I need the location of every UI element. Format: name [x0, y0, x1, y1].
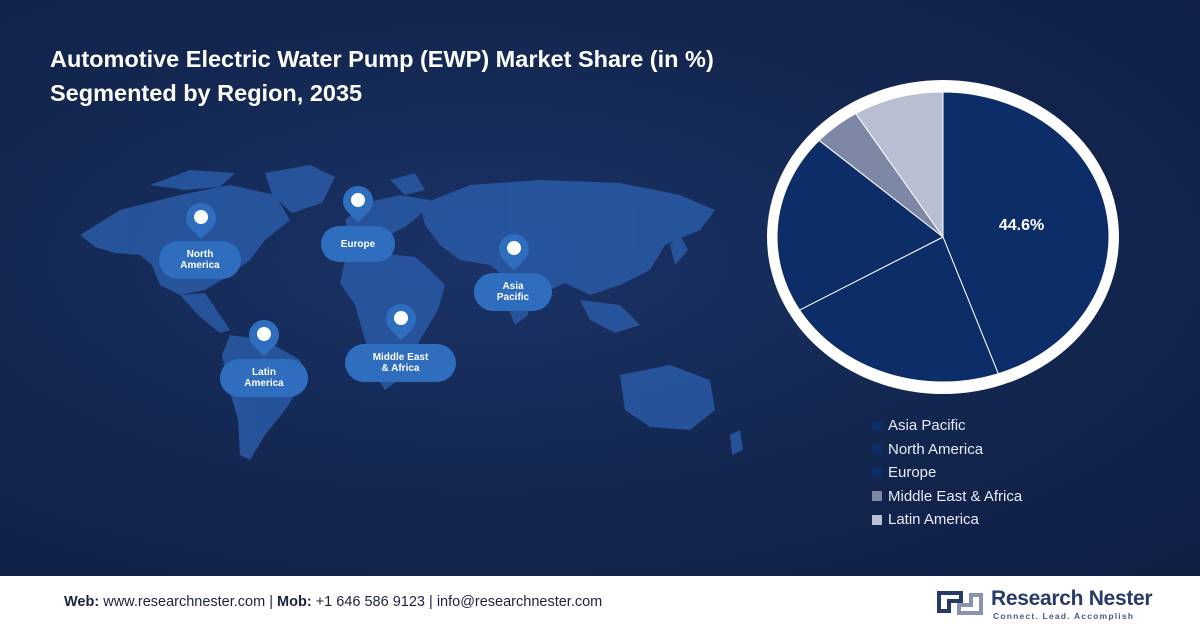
web-label: Web: [64, 594, 100, 610]
legend-swatch [872, 491, 882, 502]
logo-name: Research Nester [991, 587, 1153, 610]
mobile-number: +1 646 586 9123 [315, 594, 425, 610]
mob-label: Mob: [277, 594, 312, 610]
pie-chart: 44.6% [776, 91, 1110, 383]
contact-info: Web: www.researchnester.com | Mob: +1 64… [64, 594, 602, 610]
north-america-pin [179, 196, 223, 241]
legend-swatch [872, 444, 882, 455]
legend-item: Middle East & Africa [872, 485, 1022, 509]
asia-pacific-pin [492, 227, 536, 272]
latin-america-pin [242, 313, 286, 358]
legend-label: Asia Pacific [888, 417, 966, 435]
pie-data-label: 44.6% [999, 217, 1044, 234]
title-line-2: Segmented by Region, 2035 [50, 80, 363, 106]
logo-mark-icon [937, 591, 983, 615]
legend-item: Europe [872, 461, 1022, 485]
legend-label: Latin America [888, 511, 979, 529]
asia-pacific-label: Asia Pacific [474, 273, 552, 311]
europe-label: Europe [321, 226, 395, 262]
legend-item: Asia Pacific [872, 414, 1022, 438]
page-title: Automotive Electric Water Pump (EWP) Mar… [50, 42, 850, 110]
title-line-1: Automotive Electric Water Pump (EWP) Mar… [50, 46, 714, 72]
footer: Web: www.researchnester.com | Mob: +1 64… [0, 576, 1200, 628]
pie-slice-latin-america [855, 91, 944, 239]
pie-slice-asia-pacific [942, 91, 1110, 375]
research-nester-logo[interactable]: Research Nester Connect. Lead. Accomplis… [935, 586, 1155, 621]
separator: | [429, 594, 433, 610]
latin-america-label: Latin America [220, 359, 308, 397]
legend-item: Latin America [872, 508, 1022, 532]
north-america-label: North America [159, 241, 241, 279]
legend-label: North America [888, 440, 984, 458]
legend-swatch [872, 467, 882, 478]
legend-swatch [872, 514, 882, 525]
logo-tagline: Connect. Lead. Accomplish [993, 611, 1135, 621]
web-link[interactable]: www.researchnester.com [103, 594, 266, 610]
middle-east-africa-pin [379, 297, 423, 342]
legend-label: Europe [888, 464, 937, 482]
europe-pin [336, 179, 380, 224]
middle-east-africa-label: Middle East & Africa [345, 344, 456, 382]
legend-item: North America [872, 438, 1022, 462]
pie-slice-europe [776, 139, 944, 311]
legend-label: Middle East & Africa [888, 487, 1023, 505]
main-panel: Automotive Electric Water Pump (EWP) Mar… [0, 0, 1200, 576]
separator: | [269, 594, 274, 610]
email-link[interactable]: info@researchnester.com [436, 594, 603, 610]
chart-legend: Asia Pacific North America Europe Middle Ea… [872, 414, 1022, 532]
legend-swatch [872, 420, 882, 431]
pie-slice-north-america [798, 236, 999, 383]
